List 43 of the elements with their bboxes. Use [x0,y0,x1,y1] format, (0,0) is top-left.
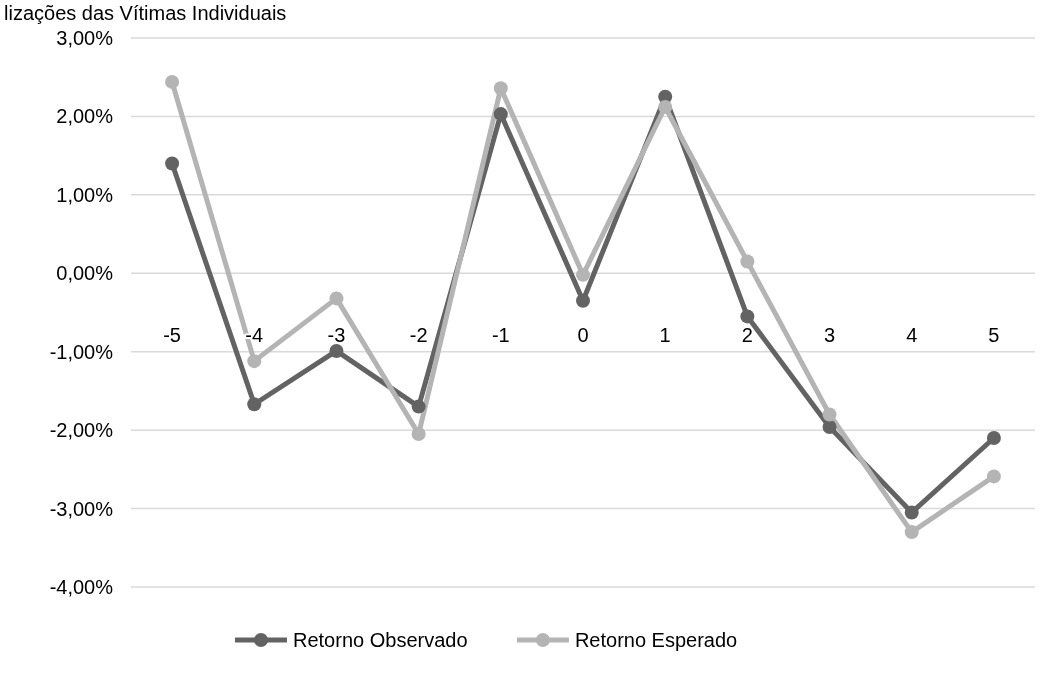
point [493,107,508,122]
point [165,156,180,171]
x-tick-label: 4 [906,324,918,347]
x-tick-label: -5 [163,324,181,347]
point [576,293,590,308]
y-tick-label: 3,00% [56,27,114,49]
legend-label: Retorno Observado [293,629,468,651]
x-tick-label: -2 [409,324,428,347]
point [329,343,344,358]
y-tick-label: -3,00% [49,497,114,520]
y-tick-label: 1,00% [56,183,114,206]
point [658,100,673,115]
point [411,427,426,442]
point [904,525,919,540]
point [329,291,344,306]
point [165,74,180,89]
point [411,399,426,414]
point [740,309,755,324]
point [493,81,508,96]
point [822,420,837,435]
chart-title: lizações das Vítimas Individuais [4,2,287,24]
x-tick-label: -1 [491,324,510,347]
point [247,354,262,369]
point [576,267,590,282]
point [986,430,1001,445]
y-tick-label: -4,00% [49,576,114,598]
point [247,397,262,412]
x-tick-label: 0 [577,324,589,347]
x-tick-label: 1 [659,324,671,347]
x-tick-label: 2 [741,324,753,347]
point [904,505,919,520]
x-tick-label: 5 [988,324,1000,347]
x-tick-label: -3 [327,324,346,347]
y-tick-label: 2,00% [56,105,114,128]
x-tick-label: 3 [823,324,836,347]
y-tick-label: 0,00% [56,262,114,285]
x-tick-label: -4 [245,324,264,347]
y-tick-label: -2,00% [49,419,114,442]
legend-label: Retorno Esperado [574,629,738,651]
point [986,469,1001,484]
point [740,254,755,269]
point [822,407,837,422]
y-tick-label: -1,00% [49,340,114,363]
